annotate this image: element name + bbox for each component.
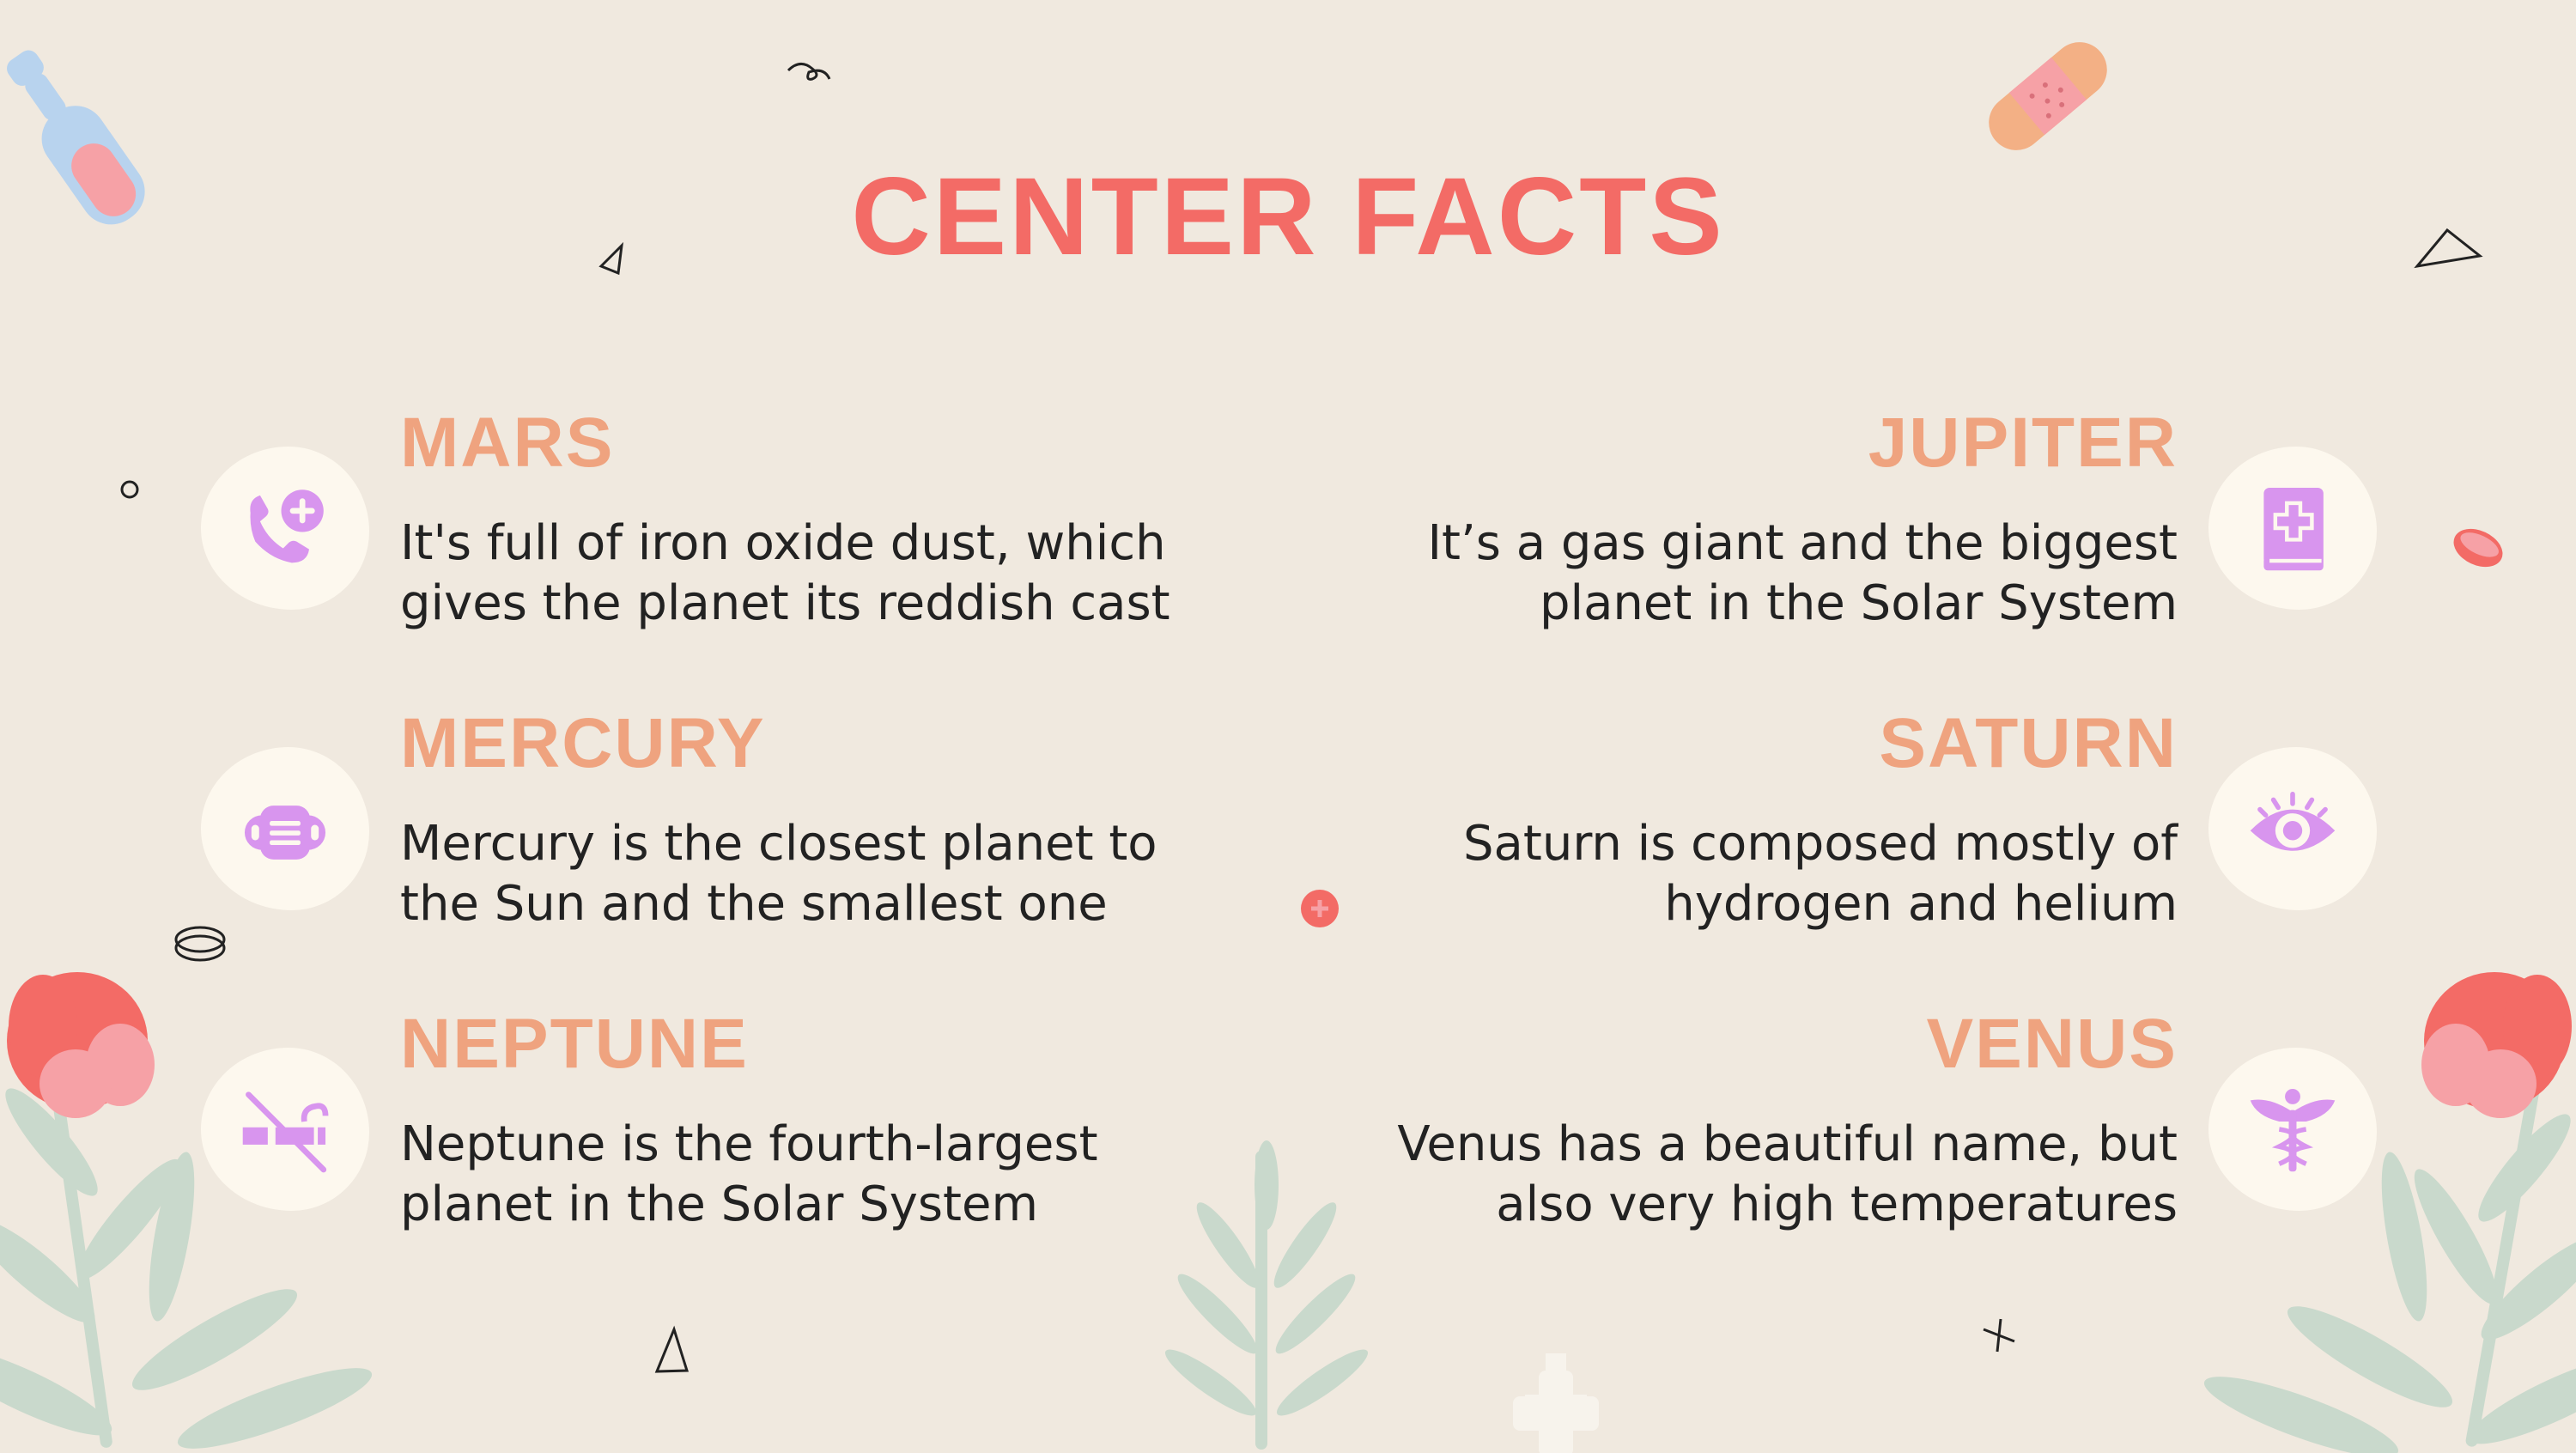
heading-mercury: MERCURY xyxy=(400,704,766,782)
icon-circle-neptune xyxy=(201,1048,369,1211)
vial-icon xyxy=(7,50,145,225)
heading-neptune: NEPTUNE xyxy=(400,1005,749,1083)
no-smoking-icon xyxy=(242,1091,329,1173)
icon-circle-mars xyxy=(201,447,369,610)
medical-book-icon xyxy=(2263,487,2324,571)
caduceus-icon xyxy=(2250,1088,2336,1172)
heading-jupiter: JUPITER xyxy=(1868,404,2178,482)
heading-venus: VENUS xyxy=(1926,1005,2178,1083)
desc-mars-line2: gives the planet its reddish cast xyxy=(400,575,1170,631)
flower-left xyxy=(7,972,155,1118)
desc-venus-line1: Venus has a beautiful name, but xyxy=(1397,1116,2178,1172)
heading-saturn: SATURN xyxy=(1879,704,2178,782)
desc-neptune-line1: Neptune is the fourth-largest xyxy=(400,1116,1098,1172)
phone-plus-icon xyxy=(250,489,324,563)
desc-saturn-line1: Saturn is composed mostly of xyxy=(1463,816,2178,872)
desc-neptune-line2: planet in the Solar System xyxy=(400,1176,1039,1232)
bandage-icon xyxy=(1989,42,2107,150)
flower-right xyxy=(2421,972,2572,1118)
icon-circle-mercury xyxy=(201,747,369,910)
icon-circle-jupiter xyxy=(2208,447,2377,610)
desc-mars-line1: It's full of iron oxide dust, which xyxy=(400,515,1166,571)
face-mask-icon xyxy=(244,806,326,860)
desc-saturn-line2: hydrogen and helium xyxy=(1664,876,2178,932)
page-title: CENTER FACTS xyxy=(851,155,1725,278)
eye-icon xyxy=(2250,791,2336,851)
desc-mercury-line1: Mercury is the closest planet to xyxy=(400,816,1157,872)
heading-mars: MARS xyxy=(400,404,615,482)
desc-jupiter-line2: planet in the Solar System xyxy=(1539,575,2178,631)
desc-jupiter-line1: It’s a gas giant and the biggest xyxy=(1427,515,2178,571)
desc-venus-line2: also very high temperatures xyxy=(1496,1176,2178,1232)
icon-circle-venus xyxy=(2208,1048,2377,1211)
desc-mercury-line2: the Sun and the smallest one xyxy=(400,876,1108,932)
icon-circle-saturn xyxy=(2208,747,2377,910)
